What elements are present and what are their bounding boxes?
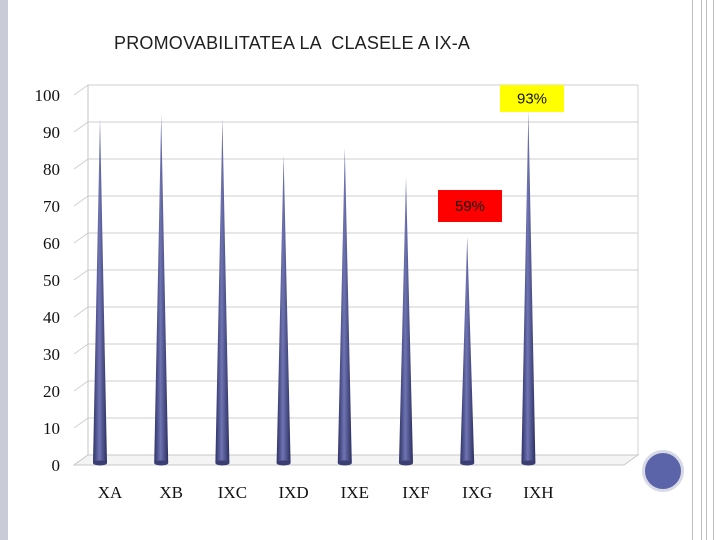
x-category-label: IXH	[523, 483, 553, 502]
callout-box-ixh	[500, 85, 564, 112]
cone-bar-ixe	[337, 147, 352, 463]
x-category-label: XA	[98, 483, 123, 502]
cone-bar-ixg	[460, 236, 475, 463]
chart-gridlines	[73, 84, 638, 466]
gridline-side-30	[73, 343, 89, 355]
slide-nav-circle	[642, 450, 684, 492]
cone-base-ixf	[399, 460, 413, 466]
y-tick-label: 60	[43, 234, 60, 253]
gridline-side-60	[73, 232, 89, 244]
cone-base-ixh	[521, 460, 536, 466]
chart-cones	[93, 110, 536, 466]
y-tick-label: 40	[43, 308, 60, 327]
gridline-side-80	[73, 158, 89, 170]
slide-title: PROMOVABILITATEA LA CLASELE A IX-A	[114, 33, 471, 53]
chart-floor	[72, 454, 640, 466]
x-category-label: IXF	[402, 483, 429, 502]
cone-base-xa	[93, 460, 107, 466]
x-category-label: IXD	[278, 483, 308, 502]
y-tick-label: 90	[43, 123, 60, 142]
cone-base-ixe	[337, 460, 352, 466]
slide-right-frame-inner	[706, 0, 714, 540]
cone-base-ixc	[215, 460, 230, 466]
chart-axes	[72, 85, 640, 466]
gridline-side-10	[73, 417, 89, 429]
slide-left-border	[0, 0, 8, 540]
y-tick-label: 0	[52, 456, 61, 475]
chart-labels: 0 10 20 30 40 50 60 70 80 90 100 XA XB IXC IXD IXE IXF IX…	[35, 86, 554, 502]
data-label-ixh: 93%	[517, 91, 547, 108]
cone-bar-xa	[93, 118, 107, 464]
y-tick-label: 30	[43, 345, 60, 364]
y-tick-label: 20	[43, 382, 60, 401]
gridline-side-20	[73, 380, 89, 392]
x-category-label: XB	[159, 483, 183, 502]
y-tick-label: 70	[43, 197, 60, 216]
cone-base-xb	[154, 460, 169, 466]
cone-base-ixd	[276, 460, 291, 466]
chart-callouts: 93% 59%	[438, 85, 564, 222]
gridline-side-50	[73, 269, 89, 281]
gridline-side-100	[73, 84, 89, 96]
data-label-ixg: 59%	[455, 198, 485, 215]
y-tick-label: 80	[43, 160, 60, 179]
callout-box-ixg	[438, 190, 502, 222]
slide-right-frame-outer	[692, 0, 702, 540]
y-tick-label: 10	[43, 419, 60, 438]
cone-base-ixg	[460, 460, 475, 466]
y-tick-label: 50	[43, 271, 60, 290]
cone-bar-xb	[154, 114, 169, 463]
x-category-label: IXC	[218, 483, 247, 502]
cone-bar-ixc	[215, 118, 230, 464]
x-category-label: IXE	[341, 483, 369, 502]
y-tick-label: 100	[35, 86, 61, 105]
x-category-label: IXG	[462, 483, 492, 502]
gridline-side-40	[73, 306, 89, 318]
gridline-side-90	[73, 121, 89, 133]
cone-bar-ixh	[521, 110, 536, 464]
gridline-side-70	[73, 195, 89, 207]
cone-bar-ixf	[399, 177, 413, 463]
cone-bar-ixd	[276, 155, 291, 464]
